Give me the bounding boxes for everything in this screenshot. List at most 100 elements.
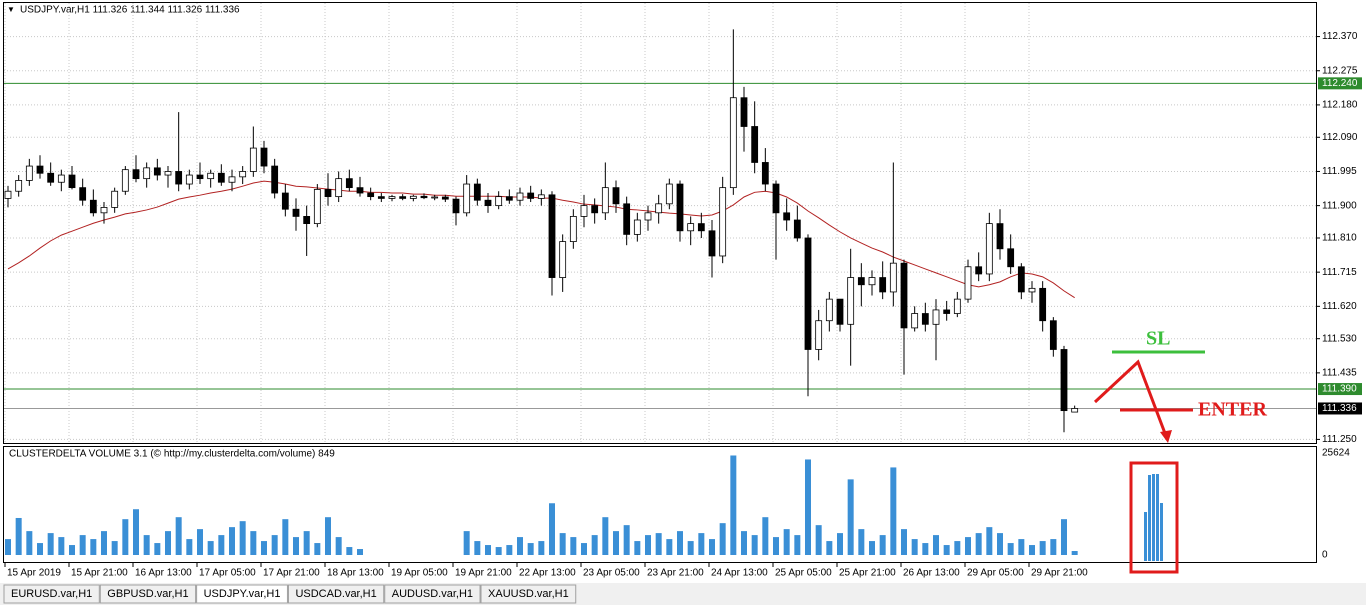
volume-bar <box>325 517 331 555</box>
tab-label[interactable]: USDJPY.var,H1 <box>204 588 281 600</box>
candle-body <box>708 230 716 257</box>
candle-body <box>559 241 567 278</box>
dropdown-icon[interactable]: ▼ <box>7 5 15 14</box>
volume-bar <box>826 541 833 555</box>
tab-label[interactable]: XAUUSD.var,H1 <box>488 588 569 600</box>
volume-bar <box>730 455 737 555</box>
candle-body <box>900 262 908 329</box>
x-tick-label: 19 Apr 21:00 <box>455 568 512 579</box>
volume-bar <box>559 533 566 555</box>
volume-bar <box>687 541 694 555</box>
x-tick-label: 25 Apr 21:00 <box>839 568 896 579</box>
volume-bar <box>847 479 854 555</box>
volume-bar <box>837 533 843 555</box>
candle-body <box>889 262 897 293</box>
y-tick-label: 112.275 <box>1322 65 1358 76</box>
candle-body <box>388 196 396 199</box>
volume-bar <box>997 533 1003 555</box>
illustration-bar <box>1152 474 1155 561</box>
candle-body <box>25 165 33 181</box>
candle-body <box>292 208 300 217</box>
volume-bar <box>15 517 22 555</box>
volume-bar <box>485 545 491 555</box>
x-tick-label: 26 Apr 13:00 <box>903 568 960 579</box>
candle-body <box>313 189 321 225</box>
volume-bar <box>527 543 534 555</box>
volume-bar <box>165 531 171 555</box>
y-tick-label: 111.995 <box>1322 166 1357 177</box>
candle-body <box>89 199 97 214</box>
volume-bar <box>154 543 161 555</box>
volume-bar <box>335 537 342 555</box>
candle-body <box>175 171 183 185</box>
y-tick-label: 0 <box>1322 550 1328 561</box>
candle-body <box>356 187 364 194</box>
volume-bar <box>26 531 33 555</box>
volume-bar <box>197 529 203 555</box>
candle-body <box>591 205 599 214</box>
volume-bar <box>261 541 267 555</box>
candle-body <box>207 172 215 180</box>
tab[interactable] <box>196 584 288 604</box>
volume-bar <box>143 535 150 555</box>
volume-bar <box>645 535 651 555</box>
candle-body <box>1007 248 1015 268</box>
illustration-bar <box>1148 475 1151 561</box>
volume-bar <box>133 509 139 555</box>
candle-body <box>697 223 705 232</box>
candle-body <box>281 192 289 210</box>
volume-bar <box>773 537 779 555</box>
sl-label: SL <box>1146 328 1170 350</box>
volume-bar <box>1050 539 1057 555</box>
candle-body <box>473 183 481 201</box>
volume-bar <box>933 535 939 555</box>
illustration-bar <box>1160 503 1163 561</box>
volume-bar <box>965 537 971 555</box>
level-tag <box>1318 402 1362 415</box>
candle-body <box>303 216 311 225</box>
level-tag <box>1318 383 1362 396</box>
volume-bar <box>581 543 587 555</box>
volume-bar <box>282 519 289 555</box>
x-tick-label: 18 Apr 13:00 <box>327 568 384 579</box>
candle-body <box>601 187 609 214</box>
volume-bar <box>58 537 65 555</box>
candle-body <box>420 195 428 199</box>
tab[interactable] <box>99 584 197 604</box>
candle-body <box>36 165 44 174</box>
candle-body <box>111 190 119 208</box>
volume-bar <box>975 533 982 555</box>
x-tick-label: 29 Apr 21:00 <box>1031 568 1088 579</box>
tab[interactable] <box>3 584 100 604</box>
volume-bar <box>805 459 811 555</box>
volume-bar <box>570 537 577 555</box>
candle-body <box>857 277 865 286</box>
volume-bar <box>122 519 129 555</box>
candle-body <box>633 219 641 235</box>
volume-bar <box>101 531 107 555</box>
tab-label[interactable]: EURUSD.var,H1 <box>11 588 92 600</box>
volume-bar <box>922 543 929 555</box>
candle-body <box>911 313 919 329</box>
tab-label[interactable]: GBPUSD.var,H1 <box>107 588 188 600</box>
candle-body <box>68 174 76 189</box>
entry-label: ENTER <box>1198 399 1267 421</box>
arrow-head <box>1160 430 1172 443</box>
candle-body <box>185 174 193 185</box>
tab[interactable] <box>384 584 481 604</box>
tab[interactable] <box>287 584 385 604</box>
tab-label[interactable]: AUDUSD.var,H1 <box>392 588 473 600</box>
candle-body <box>612 187 620 205</box>
volume-bar <box>186 539 193 555</box>
candle-body <box>548 194 556 278</box>
x-tick-label: 23 Apr 21:00 <box>647 568 704 579</box>
volume-bar <box>1071 551 1078 555</box>
tab[interactable] <box>480 584 577 604</box>
candle-body <box>1049 320 1057 350</box>
candle-body <box>1060 349 1068 412</box>
volume-bar <box>677 531 683 555</box>
x-tick-label: 19 Apr 05:00 <box>391 568 448 579</box>
candle-body <box>719 187 727 257</box>
volume-bar <box>602 517 609 555</box>
tab-label[interactable]: USDCAD.var,H1 <box>295 588 376 600</box>
